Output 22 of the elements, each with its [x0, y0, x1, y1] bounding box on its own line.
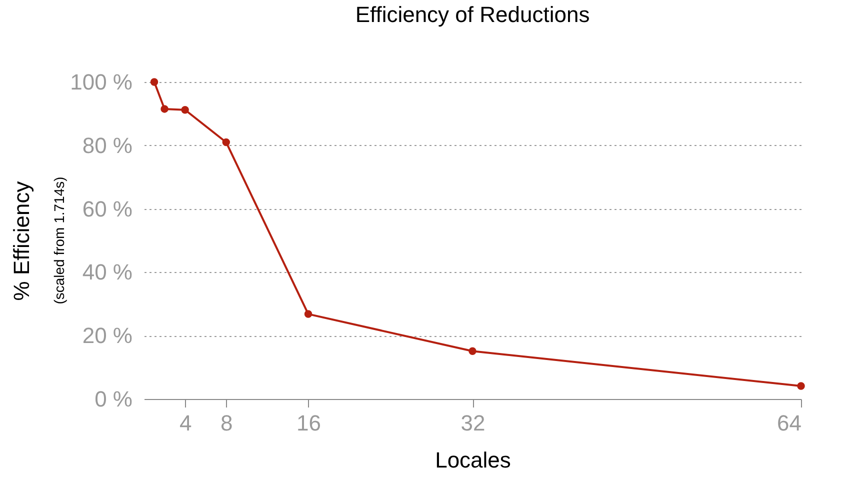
- y-tick-label: 80 %: [82, 132, 132, 158]
- point: [304, 310, 312, 318]
- point: [468, 347, 476, 355]
- text: (scaled from 1.714s): [51, 176, 67, 304]
- x-tick-label: 8: [220, 410, 233, 436]
- point: [181, 106, 189, 114]
- x-tick-label: 16: [296, 410, 321, 436]
- x-tick-label: 64: [777, 410, 802, 436]
- point: [150, 78, 158, 86]
- y-tick-label: 60 %: [82, 196, 132, 222]
- y-tick-label: 0 %: [94, 386, 132, 412]
- point: [797, 382, 805, 390]
- x-tick-label: 32: [460, 410, 486, 436]
- point: [222, 138, 230, 146]
- chart-title: Efficiency of Reductions: [355, 2, 590, 27]
- point: [160, 105, 168, 113]
- y-tick-label: 20 %: [82, 323, 132, 348]
- y-tick-label: 100 %: [70, 70, 132, 94]
- y-axis-title: % Efficiency: [9, 181, 34, 301]
- x-axis-title: Locales: [435, 448, 511, 472]
- y-tick-label: 40 %: [82, 260, 132, 285]
- x-tick-label: 4: [179, 410, 192, 436]
